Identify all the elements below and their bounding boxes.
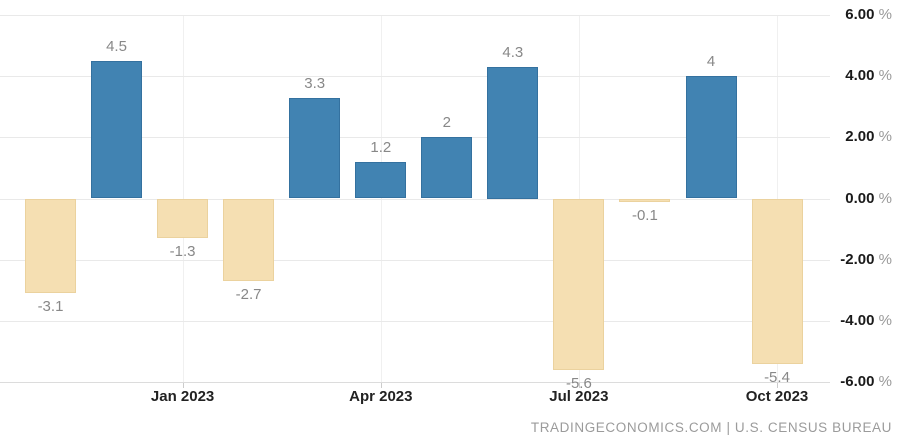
y-axis-label: -4.00 % — [830, 311, 892, 331]
bar — [157, 198, 209, 239]
bar-value-label: -2.7 — [235, 286, 262, 304]
bar-value-label: 1.2 — [370, 138, 392, 156]
percent-sign: % — [874, 250, 892, 268]
y-axis-value: -4.00 — [840, 311, 875, 329]
percent-sign: % — [874, 6, 892, 23]
bar — [553, 198, 605, 370]
x-axis-tick — [578, 382, 580, 388]
x-axis-tick — [777, 382, 778, 388]
x-axis-label: Apr 2023 — [349, 388, 413, 405]
y-axis-value: 0.00 — [845, 189, 875, 207]
bar-value-label: 4 — [706, 53, 716, 71]
bar — [355, 161, 407, 199]
bar-value-label: 4.5 — [106, 37, 127, 55]
bar — [25, 198, 76, 294]
y-axis-value: 2.00 — [845, 128, 875, 146]
bar — [751, 198, 803, 364]
x-axis-label: Oct 2023 — [745, 388, 809, 405]
bar — [487, 67, 539, 199]
y-axis-label: 2.00 % — [830, 127, 892, 147]
horizontal-gridline — [0, 382, 830, 383]
bar-value-label: -5.4 — [764, 368, 790, 386]
bar-value-label: -5.6 — [565, 374, 592, 392]
percent-sign: % — [874, 373, 892, 390]
percent-sign: % — [874, 189, 892, 207]
bar — [289, 97, 341, 199]
y-axis-value: 4.00 — [845, 67, 875, 85]
attribution-link[interactable]: TRADINGECONOMICS.COM | U.S. CENSUS BUREA… — [530, 420, 892, 435]
percent-sign: % — [874, 311, 892, 329]
y-axis-label: -6.00 % — [830, 372, 892, 392]
horizontal-gridline — [0, 76, 830, 78]
bar — [619, 198, 671, 202]
bar-value-label: -1.3 — [169, 243, 196, 261]
percent-sign: % — [874, 128, 892, 146]
percent-sign: % — [874, 67, 892, 85]
x-axis-label: Jan 2023 — [150, 388, 215, 405]
horizontal-gridline — [0, 259, 830, 261]
bar — [91, 60, 142, 199]
bar — [421, 137, 473, 199]
bar-value-label: 2 — [442, 114, 451, 132]
y-axis-label: -2.00 % — [830, 250, 892, 270]
y-axis-label: 4.00 % — [830, 66, 892, 86]
horizontal-gridline — [0, 15, 830, 16]
y-axis-value: 6.00 — [845, 6, 875, 23]
horizontal-gridline — [0, 320, 830, 322]
bar — [223, 198, 275, 282]
bar-value-label: 4.3 — [502, 44, 524, 61]
y-axis-value: -2.00 — [840, 250, 875, 268]
bar-value-label: 3.3 — [304, 74, 326, 92]
x-axis-tick — [182, 382, 184, 388]
y-axis-label: 0.00 % — [830, 189, 892, 209]
horizontal-gridline — [0, 137, 830, 139]
bar-value-label: -3.1 — [37, 298, 64, 316]
horizontal-gridline — [0, 198, 830, 200]
y-axis-label: 6.00 % — [830, 5, 892, 25]
x-axis-tick — [380, 382, 382, 388]
x-axis-label: Jul 2023 — [549, 388, 609, 405]
y-axis-value: -6.00 — [840, 373, 875, 390]
bar — [685, 76, 737, 199]
bar-value-label: -0.1 — [631, 206, 658, 224]
